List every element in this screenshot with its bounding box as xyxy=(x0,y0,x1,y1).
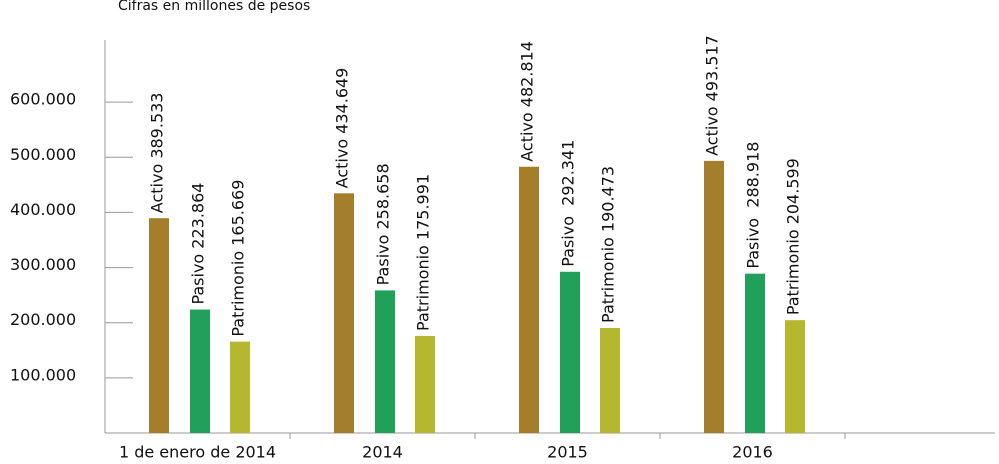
x-tick-label: 1 de enero de 2014 xyxy=(119,443,276,462)
y-tick-label: 200.000 xyxy=(10,310,76,329)
y-tick-label: 400.000 xyxy=(10,200,76,219)
y-tick-label: 300.000 xyxy=(10,255,76,274)
x-tick-label: 2014 xyxy=(362,443,403,462)
data-label: Pasivo 288.918 xyxy=(744,142,763,269)
data-label: Pasivo 292.341 xyxy=(559,140,578,267)
chart-subtitle: Cifras en millones de pesos xyxy=(118,0,310,14)
bar xyxy=(190,309,210,433)
bar xyxy=(560,271,580,433)
bar xyxy=(230,341,250,433)
data-label: Pasivo 258.658 xyxy=(374,163,393,285)
data-label: Patrimonio 165.669 xyxy=(229,180,248,337)
bar xyxy=(334,193,354,433)
bar xyxy=(785,320,805,433)
data-label: Activo 493.517 xyxy=(703,35,722,156)
bar xyxy=(149,218,169,433)
bar xyxy=(704,160,724,433)
data-label: Activo 389.533 xyxy=(148,93,167,214)
data-label: Patrimonio 190.473 xyxy=(599,166,618,323)
bar xyxy=(375,290,395,433)
data-label: Pasivo 223.864 xyxy=(189,183,208,305)
y-tick-label: 500.000 xyxy=(10,145,76,164)
bar xyxy=(519,166,539,433)
x-tick-label: 2015 xyxy=(547,443,588,462)
bar xyxy=(415,335,435,433)
bar xyxy=(745,273,765,433)
x-tick-label: 2016 xyxy=(732,443,773,462)
data-label: Patrimonio 175.991 xyxy=(414,174,433,331)
y-tick-label: 600.000 xyxy=(10,90,76,109)
data-label: Activo 434.649 xyxy=(333,68,352,189)
data-label: Patrimonio 204.599 xyxy=(784,158,803,315)
bar xyxy=(600,327,620,433)
data-label: Activo 482.814 xyxy=(518,41,537,162)
y-tick-label: 100.000 xyxy=(10,365,76,384)
